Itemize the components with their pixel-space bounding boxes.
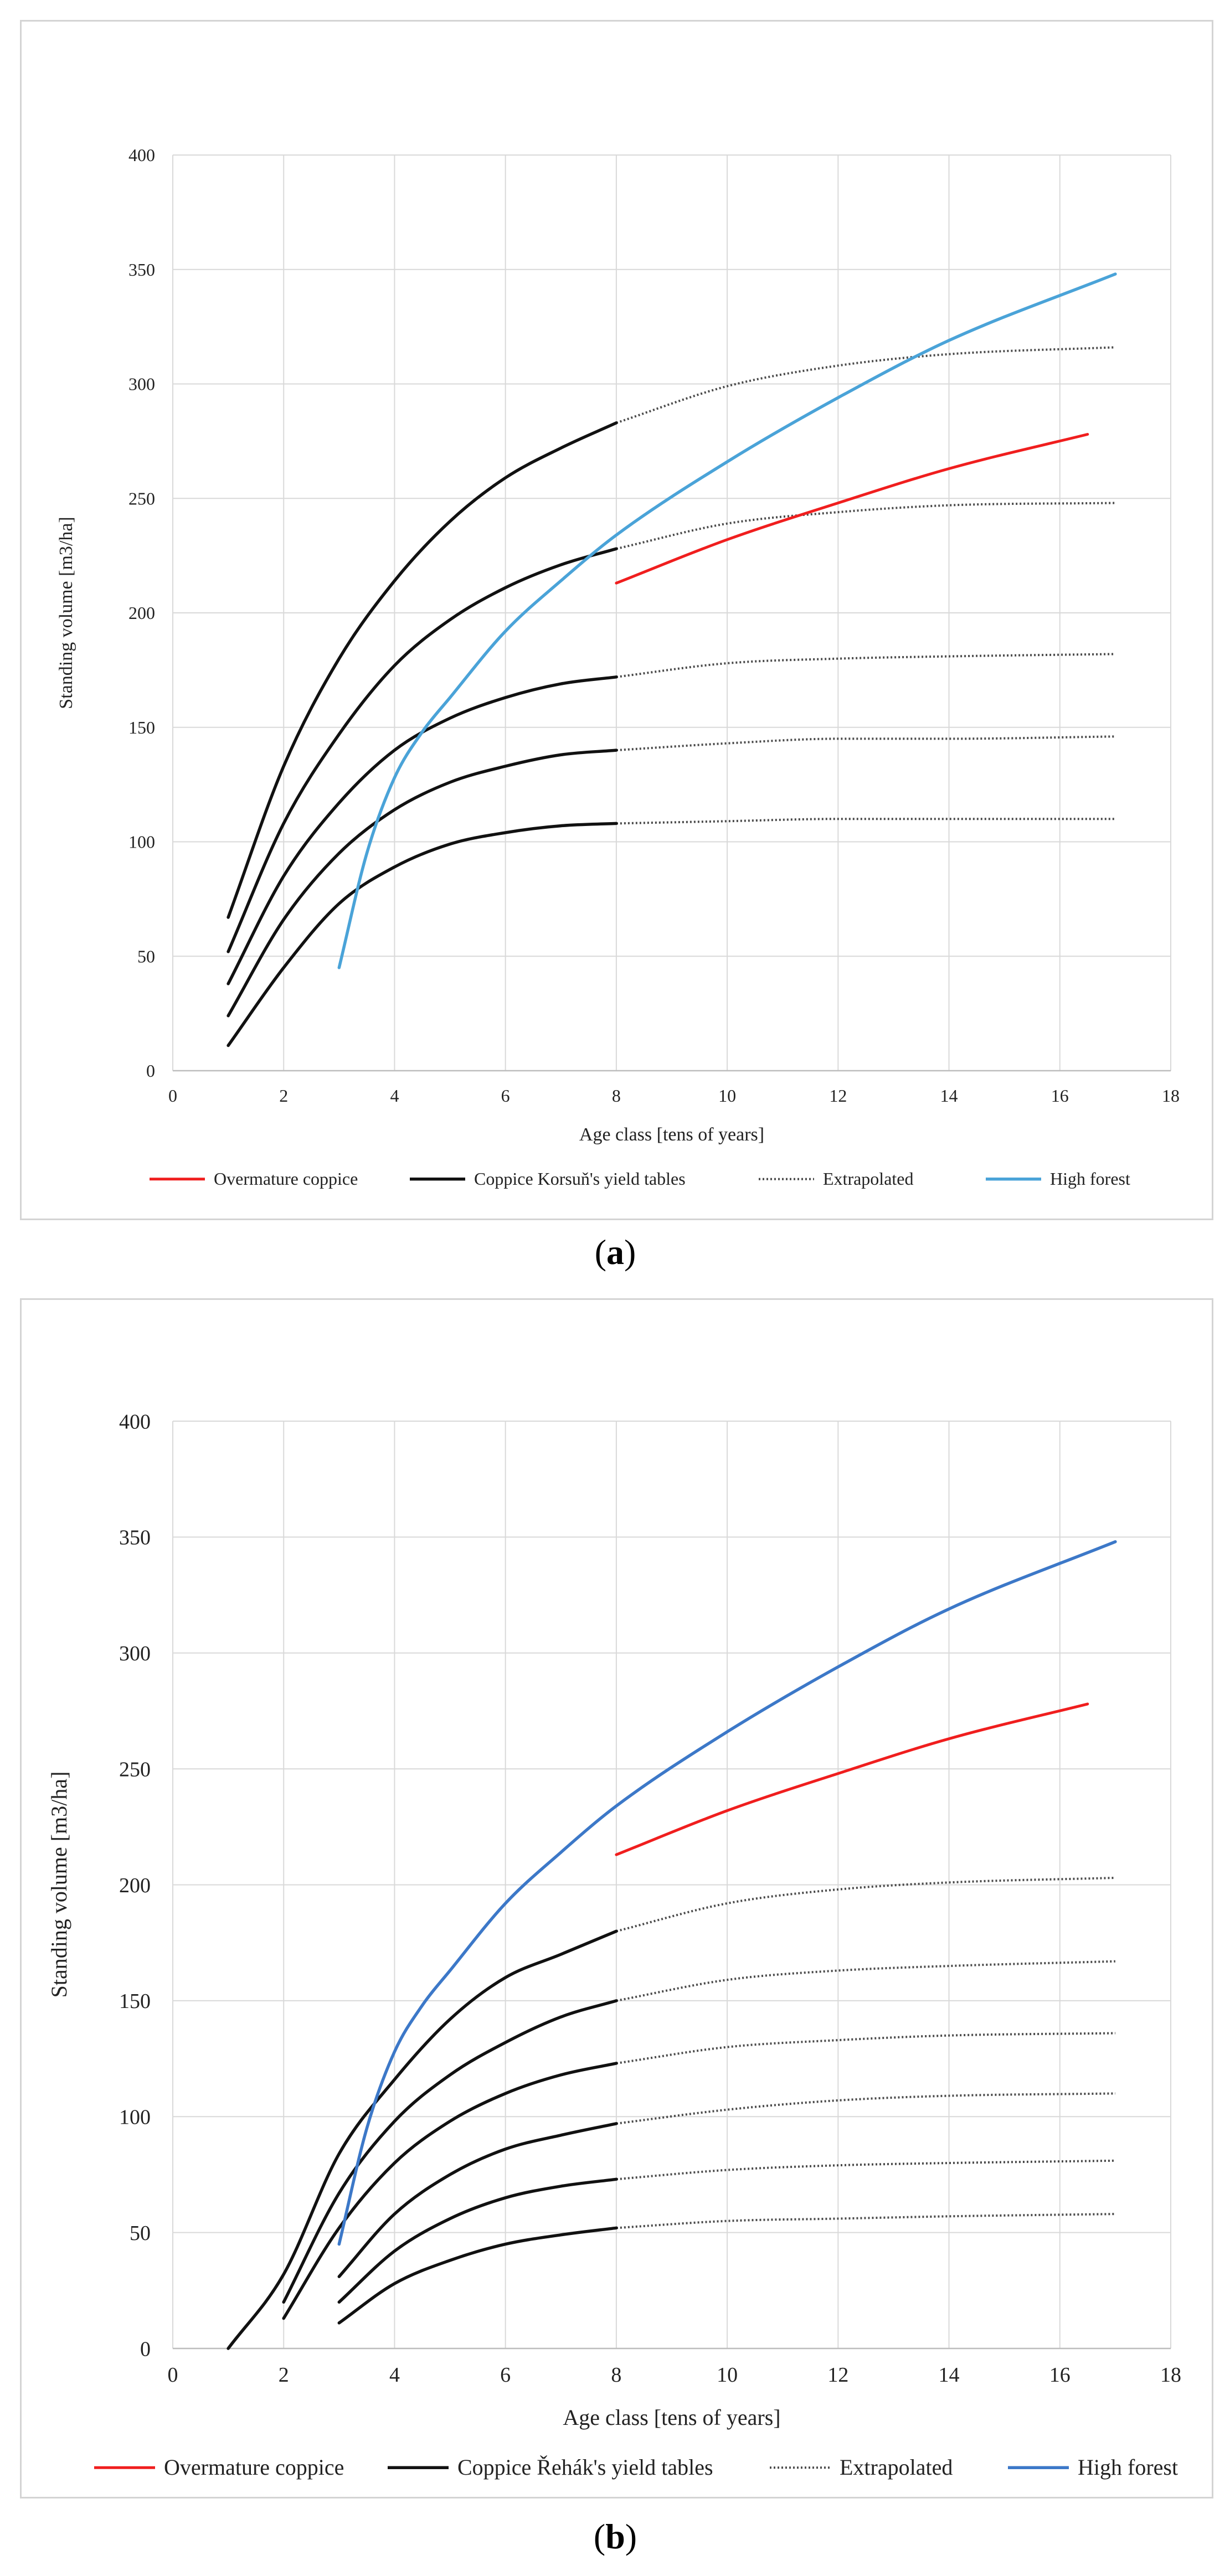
chart-b-series-extrapolated-6: [616, 1876, 1115, 1933]
chart-a-y-axis-title: Standing volume [m3/ha]: [56, 517, 76, 709]
chart-a-plot: 0 50 100 150 200 250 300 350 400 0 2 4 6 8 10 12 14 16 18 A…: [56, 145, 1180, 1189]
chart-a-xtick-label: 2: [279, 1086, 288, 1106]
panel-a-label: (a): [560, 1232, 671, 1273]
chart-b-xtick-label: 10: [717, 2363, 738, 2387]
chart-b-xtick-label: 4: [389, 2363, 400, 2387]
chart-b-ytick-label: 50: [130, 2222, 151, 2245]
chart-a-xtick-label: 12: [829, 1086, 847, 1106]
chart-a-series-extrapolated-7: [616, 653, 1115, 678]
chart-a-series-overmature-10: [615, 433, 1089, 585]
panel-a-label-letter: a: [606, 1232, 624, 1272]
chart-b-xtick-label: 14: [939, 2363, 960, 2387]
panel-a-label-close: ): [624, 1232, 636, 1272]
chart-b-plot: 0 50 100 150 200 250 300 350 400 0 2 4 6 8 10 12 14 16 18 A…: [47, 1410, 1181, 2480]
chart-a-ytick-label: 250: [128, 488, 155, 508]
chart-b-xtick-label: 16: [1049, 2363, 1071, 2387]
chart-a-ytick-label: 50: [137, 946, 155, 966]
chart-b-series-extrapolated-7: [616, 1960, 1115, 2002]
chart-a-series-extrapolated-6: [616, 502, 1115, 550]
chart-a-ytick-label: 0: [146, 1061, 155, 1081]
chart-b-xtick-label: 18: [1160, 2363, 1181, 2387]
chart-b-xtick-label: 6: [500, 2363, 511, 2387]
panel-a-label-open: (: [594, 1232, 606, 1272]
chart-b-xtick-label: 8: [611, 2363, 621, 2387]
chart-a-legend-label-high_forest: High forest: [1050, 1169, 1130, 1189]
chart-a-series-extrapolated-9: [616, 818, 1115, 825]
chart-b-ytick-label: 400: [119, 1410, 151, 1433]
panel-b-label-letter: b: [605, 2517, 625, 2556]
chart-b-legend-label-extrapolated: Extrapolated: [840, 2455, 953, 2480]
chart-a-ytick-label: 400: [128, 145, 155, 165]
chart-a-xtick-label: 18: [1162, 1086, 1180, 1106]
chart-a-xtick-label: 14: [940, 1086, 958, 1106]
chart-a-legend-label-extrapolated: Extrapolated: [823, 1169, 913, 1189]
chart-a-x-axis-title: Age class [tens of years]: [579, 1124, 764, 1145]
chart-b-ytick-label: 0: [140, 2337, 151, 2361]
chart-b-series-extrapolated-10: [616, 2159, 1115, 2181]
panel-b-label: (b): [560, 2516, 671, 2557]
chart-a-xtick-label: 0: [168, 1086, 177, 1106]
chart-a-series-coppice-3: [227, 748, 618, 1018]
chart-a-ytick-label: 200: [128, 603, 155, 623]
chart-a-xtick-label: 6: [501, 1086, 510, 1106]
chart-a-ytick-label: 300: [128, 374, 155, 394]
chart-a-xtick-label: 4: [390, 1086, 399, 1106]
chart-b-xtick-label: 0: [168, 2363, 178, 2387]
chart-b-xtick-label: 12: [827, 2363, 848, 2387]
chart-a-legend-label-overmature: Overmature coppice: [214, 1169, 358, 1189]
chart-a-ytick-label: 350: [128, 260, 155, 280]
chart-b-series-coppice-2: [282, 2062, 618, 2320]
chart-a-series-coppice-4: [227, 822, 618, 1047]
panel-b-label-close: ): [625, 2517, 637, 2556]
chart-a-xtick-label: 16: [1051, 1086, 1069, 1106]
chart-a-series-coppice-1: [227, 547, 618, 953]
chart-b-series-high_forest-13: [337, 1540, 1117, 2246]
chart-b-ytick-label: 100: [119, 2106, 151, 2129]
chart-b-series-overmature-12: [615, 1702, 1089, 1856]
chart-a-series-coppice-2: [227, 675, 618, 985]
chart-a-series-high_forest-11: [337, 272, 1117, 969]
chart-a-xtick-label: 10: [718, 1086, 736, 1106]
panel-b-label-open: (: [593, 2517, 606, 2556]
chart-b-series-coppice-0: [227, 1929, 618, 2350]
chart-b-series-coppice-1: [282, 1999, 618, 2304]
chart-b-y-axis-title: Standing volume [m3/ha]: [47, 1772, 71, 1998]
chart-a-series-extrapolated-8: [616, 735, 1115, 752]
chart-b-series-coppice-4: [337, 2177, 618, 2304]
chart-a-series-extrapolated-5: [616, 346, 1115, 424]
chart-b-series-coppice-5: [337, 2226, 618, 2325]
chart-b-x-axis-title: Age class [tens of years]: [563, 2405, 780, 2430]
chart-b-ytick-label: 300: [119, 1642, 151, 1665]
chart-b-ytick-label: 350: [119, 1526, 151, 1550]
chart-a-ytick-label: 150: [128, 717, 155, 737]
chart-b-ytick-label: 200: [119, 1874, 151, 1897]
chart-b-series-extrapolated-9: [616, 2092, 1115, 2125]
chart-b-series-extrapolated-8: [616, 2032, 1115, 2064]
chart-a-series-coppice-0: [227, 421, 618, 919]
chart-a-xtick-label: 8: [612, 1086, 621, 1106]
chart-b-ytick-label: 250: [119, 1758, 151, 1781]
chart-b-series-extrapolated-11: [616, 2213, 1115, 2229]
chart-b-legend-label-overmature: Overmature coppice: [164, 2455, 344, 2480]
chart-b-ytick-label: 150: [119, 1990, 151, 2013]
chart-b-xtick-label: 2: [279, 2363, 289, 2387]
chart-b-legend-label-coppice: Coppice Řehák's yield tables: [457, 2455, 713, 2480]
chart-b-series-coppice-3: [337, 2122, 618, 2278]
chart-b-legend-label-high_forest: High forest: [1078, 2455, 1178, 2480]
chart-a-ytick-label: 100: [128, 832, 155, 852]
chart-a-legend-label-coppice: Coppice Korsuň's yield tables: [474, 1169, 686, 1189]
